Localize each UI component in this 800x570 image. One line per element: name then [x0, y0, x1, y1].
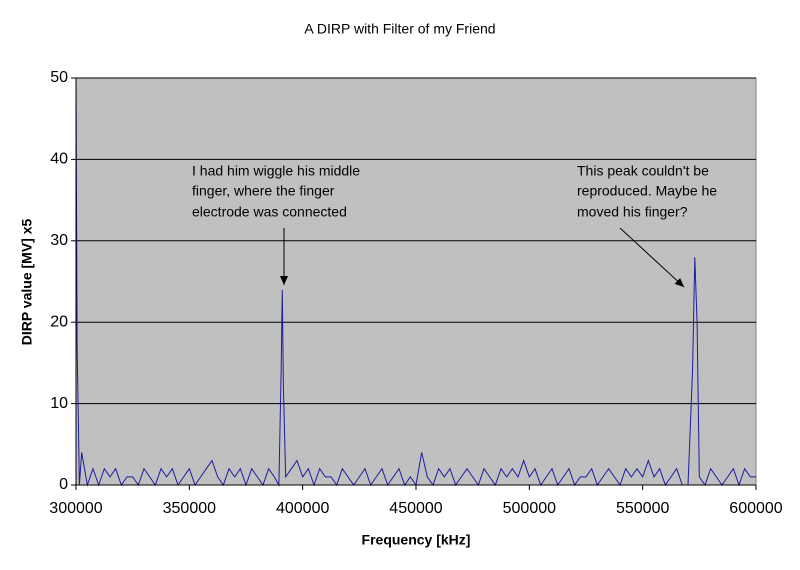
annotation: finger, where the finger — [192, 183, 335, 199]
chart-title: A DIRP with Filter of my Friend — [304, 21, 495, 37]
y-tick-label: 20 — [50, 313, 68, 330]
x-tick-label: 300000 — [49, 500, 102, 517]
annotation: electrode was connected — [192, 204, 347, 220]
x-tick-label: 600000 — [729, 500, 782, 517]
data-line — [75, 77, 756, 487]
x-tick-label: 450000 — [389, 500, 442, 517]
y-axis-label: DIRP value [MV] x5 — [19, 219, 35, 346]
x-axis-label: Frequency [kHz] — [362, 532, 471, 548]
x-tick-label: 550000 — [616, 500, 669, 517]
annotation: I had him wiggle his middle — [192, 163, 360, 179]
x-tick-label: 400000 — [276, 500, 329, 517]
y-tick-label: 50 — [50, 69, 68, 86]
y-tick-label: 40 — [50, 151, 68, 168]
y-tick-label: 0 — [59, 476, 68, 493]
annotation-arrow — [619, 227, 685, 288]
annotation: This peak couldn't be — [577, 163, 709, 179]
annotation: moved his finger? — [577, 204, 688, 220]
y-tick-label: 30 — [50, 232, 68, 249]
y-tick-label: 10 — [50, 395, 68, 412]
plot-area — [75, 77, 757, 486]
x-tick-label: 350000 — [163, 500, 216, 517]
x-tick-label: 500000 — [503, 500, 556, 517]
annotation: reproduced. Maybe he — [577, 183, 717, 199]
